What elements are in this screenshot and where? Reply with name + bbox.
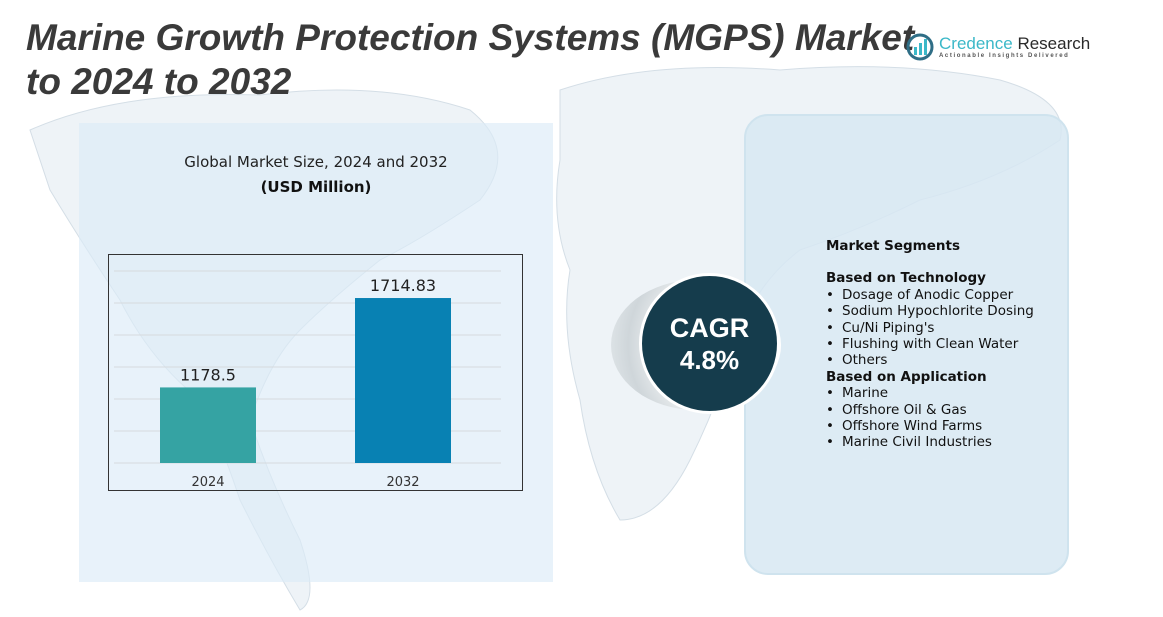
bullet-icon: •: [826, 385, 834, 402]
segment-item: • Marine: [826, 385, 1034, 401]
bullet-icon: •: [826, 434, 834, 451]
segment-item-label: Sodium Hypochlorite Dosing: [842, 303, 1034, 320]
segment-item: • Cu/Ni Piping's: [826, 320, 1034, 336]
logo-tagline: Actionable Insights Delivered: [939, 53, 1070, 59]
bullet-icon: •: [826, 286, 834, 303]
bar-2024: [160, 387, 256, 463]
cagr-value: 4.8%: [679, 344, 740, 375]
segment-item: • Sodium Hypochlorite Dosing: [826, 303, 1034, 319]
segment-item-label: Marine Civil Industries: [842, 434, 992, 451]
segment-item-label: Others: [842, 352, 888, 369]
segment-item: • Offshore Oil & Gas: [826, 402, 1034, 418]
x-tick-label: 2032: [386, 475, 419, 490]
bullet-icon: •: [826, 418, 834, 435]
bar-chart: 1178.5 2024 1714.83 2032: [108, 254, 523, 491]
segment-item-label: Dosage of Anodic Copper: [842, 286, 1014, 303]
bullet-icon: •: [826, 303, 834, 320]
segment-item-label: Flushing with Clean Water: [842, 336, 1019, 353]
page-title: Marine Growth Protection Systems (MGPS) …: [26, 17, 915, 102]
x-tick-label: 2024: [191, 475, 224, 490]
segments-title: Market Segments: [826, 238, 960, 254]
segment-item-label: Offshore Wind Farms: [842, 418, 983, 435]
data-label: 1714.83: [370, 276, 436, 295]
cagr-badge: CAGR 4.8%: [639, 273, 780, 414]
bullet-icon: •: [826, 401, 834, 418]
bar-chart-logo-icon: [906, 33, 934, 61]
bullet-icon: •: [826, 319, 834, 336]
bar-chart-svg: 1178.5 2024 1714.83 2032: [114, 270, 501, 490]
segment-item-label: Marine: [842, 385, 889, 402]
chart-title: Global Market Size, 2024 and 2032: [184, 153, 448, 171]
bullet-icon: •: [826, 336, 834, 353]
chart-subtitle: (USD Million): [260, 178, 372, 196]
data-label: 1178.5: [180, 365, 236, 384]
segment-group-heading: Based on Technology: [826, 270, 986, 287]
segment-item: • Dosage of Anodic Copper: [826, 287, 1034, 303]
segment-item: • Flushing with Clean Water: [826, 336, 1034, 352]
credence-research-logo: Credence Research Actionable Insights De…: [906, 33, 1090, 61]
logo-name-research: Research: [1012, 34, 1091, 53]
logo-name: Credence: [939, 34, 1013, 53]
segment-item: • Marine Civil Industries: [826, 434, 1034, 450]
segment-item-label: Cu/Ni Piping's: [842, 319, 935, 336]
bar-2032: [355, 298, 451, 463]
segment-item: • Others: [826, 352, 1034, 368]
bullet-icon: •: [826, 352, 834, 369]
market-size-panel: Global Market Size, 2024 and 2032 (USD M…: [79, 123, 553, 582]
cagr-label: CAGR: [669, 312, 750, 343]
market-segments: Market Segments Based on Technology • Dosa…: [826, 238, 1034, 451]
segment-group-heading: Based on Application: [826, 368, 987, 385]
segment-item-label: Offshore Oil & Gas: [842, 401, 967, 418]
segment-item: • Offshore Wind Farms: [826, 418, 1034, 434]
